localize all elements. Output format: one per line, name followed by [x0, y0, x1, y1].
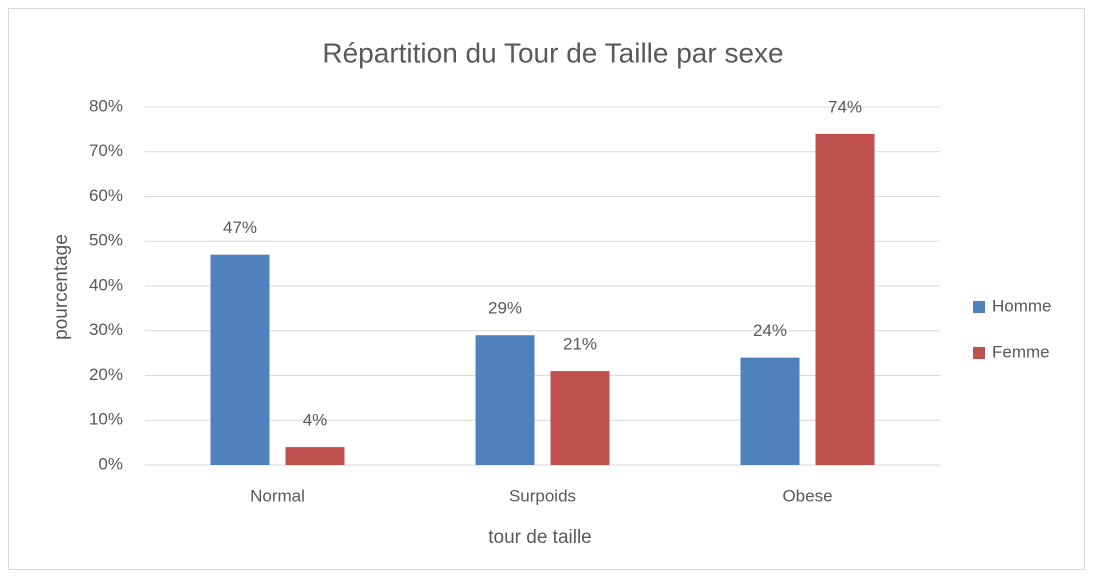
data-label: 4%	[303, 411, 328, 430]
data-label: 24%	[753, 321, 787, 340]
chart-border	[8, 8, 1085, 570]
y-tick-label: 40%	[89, 275, 123, 294]
bar	[210, 254, 270, 465]
y-tick-label: 50%	[89, 231, 123, 250]
x-tick-label: Obese	[782, 486, 832, 505]
bar	[475, 335, 535, 465]
y-tick-label: 20%	[89, 365, 123, 384]
legend-swatch	[973, 301, 985, 313]
x-tick-label: Normal	[250, 486, 305, 505]
x-tick-label: Surpoids	[509, 486, 576, 505]
bar	[740, 357, 800, 465]
data-label: 47%	[223, 218, 257, 237]
legend-label: Femme	[992, 342, 1050, 361]
y-tick-label: 0%	[98, 454, 123, 473]
data-label: 29%	[488, 299, 522, 318]
legend-label: Homme	[992, 296, 1052, 315]
bar	[285, 447, 345, 465]
y-tick-label: 70%	[89, 141, 123, 160]
y-tick-label: 80%	[89, 96, 123, 115]
x-axis-title: tour de taille	[488, 527, 592, 548]
chart-title: Répartition du Tour de Taille par sexe	[322, 37, 783, 68]
y-axis-title: pourcentage	[51, 234, 72, 340]
bar	[815, 133, 875, 465]
y-tick-label: 30%	[89, 320, 123, 339]
y-tick-label: 60%	[89, 186, 123, 205]
data-label: 74%	[828, 97, 862, 116]
data-label: 21%	[563, 335, 597, 354]
y-tick-label: 10%	[89, 410, 123, 429]
bar	[550, 371, 610, 465]
legend-swatch	[973, 347, 985, 359]
